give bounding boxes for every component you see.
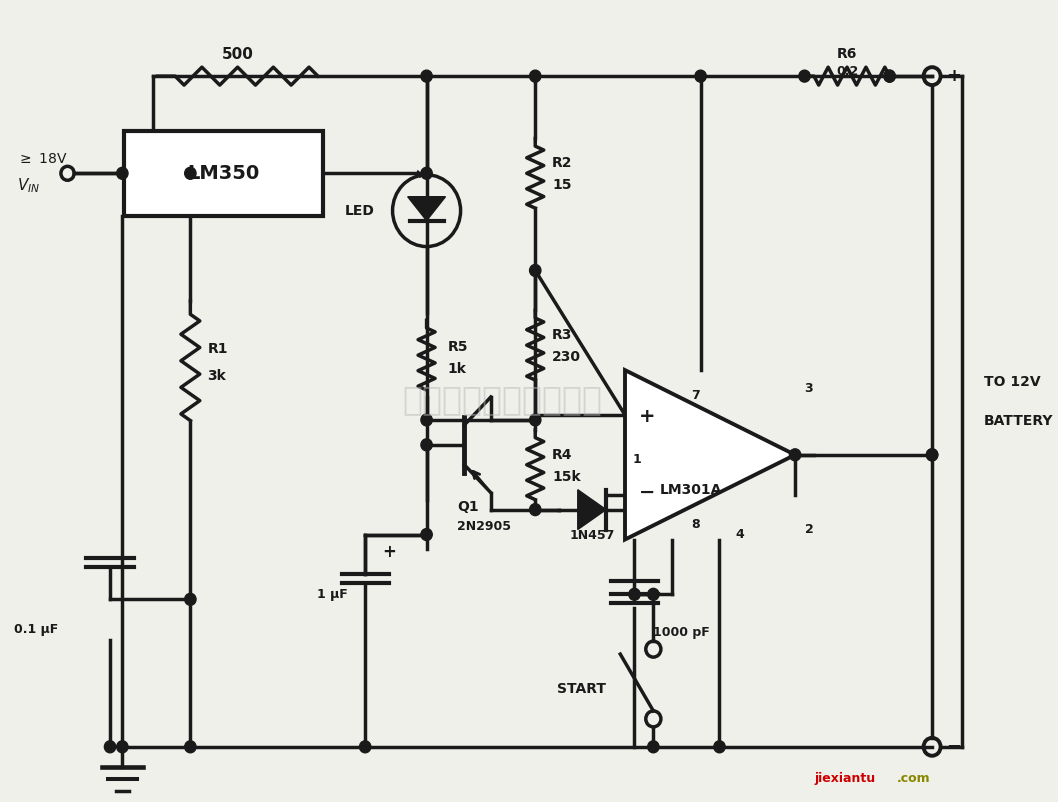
Text: R5: R5 [448, 340, 468, 354]
Text: 0.1 μF: 0.1 μF [14, 622, 58, 636]
Text: R6: R6 [837, 47, 857, 61]
Text: 3k: 3k [207, 369, 226, 383]
Circle shape [927, 449, 937, 461]
Text: 2N2905: 2N2905 [457, 520, 511, 533]
Circle shape [421, 168, 433, 180]
Text: 3: 3 [804, 382, 814, 395]
Text: 1N457: 1N457 [569, 529, 615, 542]
Circle shape [185, 593, 196, 606]
Text: 15: 15 [552, 178, 571, 192]
Text: 500: 500 [222, 47, 254, 62]
Circle shape [799, 70, 810, 82]
Circle shape [789, 449, 801, 461]
Text: −: − [639, 483, 656, 502]
Text: 0.2: 0.2 [836, 65, 858, 78]
Text: 杭州将睿科技有限公司: 杭州将睿科技有限公司 [402, 383, 602, 416]
Text: R2: R2 [552, 156, 572, 170]
Text: .com: .com [897, 772, 931, 785]
Circle shape [421, 529, 433, 541]
Circle shape [695, 70, 707, 82]
Text: R1: R1 [207, 342, 227, 356]
Text: START: START [558, 682, 606, 696]
Text: $V_{IN}$: $V_{IN}$ [17, 176, 40, 195]
Text: +: + [382, 544, 396, 561]
Circle shape [530, 265, 541, 277]
Circle shape [185, 741, 196, 753]
Text: $\geq$ 18V: $\geq$ 18V [17, 152, 67, 166]
Text: BATTERY: BATTERY [984, 415, 1054, 428]
Text: +: + [946, 67, 962, 85]
Text: 1 μF: 1 μF [316, 588, 347, 601]
Circle shape [360, 741, 371, 753]
Circle shape [116, 741, 128, 753]
Text: 1k: 1k [448, 363, 467, 376]
Text: 1: 1 [633, 453, 641, 466]
Text: R3: R3 [552, 328, 572, 342]
Text: 8: 8 [692, 518, 700, 531]
Circle shape [421, 414, 433, 426]
Text: LED: LED [345, 204, 375, 217]
Text: 15k: 15k [552, 470, 581, 484]
Text: Q1: Q1 [457, 500, 478, 513]
Circle shape [105, 741, 115, 753]
Circle shape [116, 168, 128, 180]
Circle shape [883, 70, 895, 82]
Circle shape [628, 589, 640, 601]
Polygon shape [625, 370, 795, 540]
Circle shape [185, 168, 196, 180]
Circle shape [647, 741, 659, 753]
Circle shape [714, 741, 725, 753]
Text: 2: 2 [804, 523, 814, 536]
Text: 230: 230 [552, 350, 581, 364]
Circle shape [530, 70, 541, 82]
Text: LM301A: LM301A [660, 483, 723, 496]
Circle shape [647, 589, 659, 601]
Text: +: + [639, 407, 656, 427]
Text: LM350: LM350 [187, 164, 259, 183]
Text: −: − [946, 738, 962, 755]
Text: TO 12V: TO 12V [984, 375, 1041, 388]
Circle shape [421, 70, 433, 82]
Circle shape [530, 504, 541, 516]
Polygon shape [578, 490, 606, 529]
Text: jiexiantu: jiexiantu [814, 772, 875, 785]
Text: 1000 pF: 1000 pF [654, 626, 710, 638]
Text: 7: 7 [692, 388, 700, 402]
Circle shape [421, 439, 433, 451]
Circle shape [530, 414, 541, 426]
Circle shape [883, 70, 895, 82]
Circle shape [927, 449, 937, 461]
Text: R4: R4 [552, 448, 572, 462]
Text: 4: 4 [736, 528, 745, 541]
FancyBboxPatch shape [124, 131, 323, 216]
Polygon shape [407, 196, 445, 221]
